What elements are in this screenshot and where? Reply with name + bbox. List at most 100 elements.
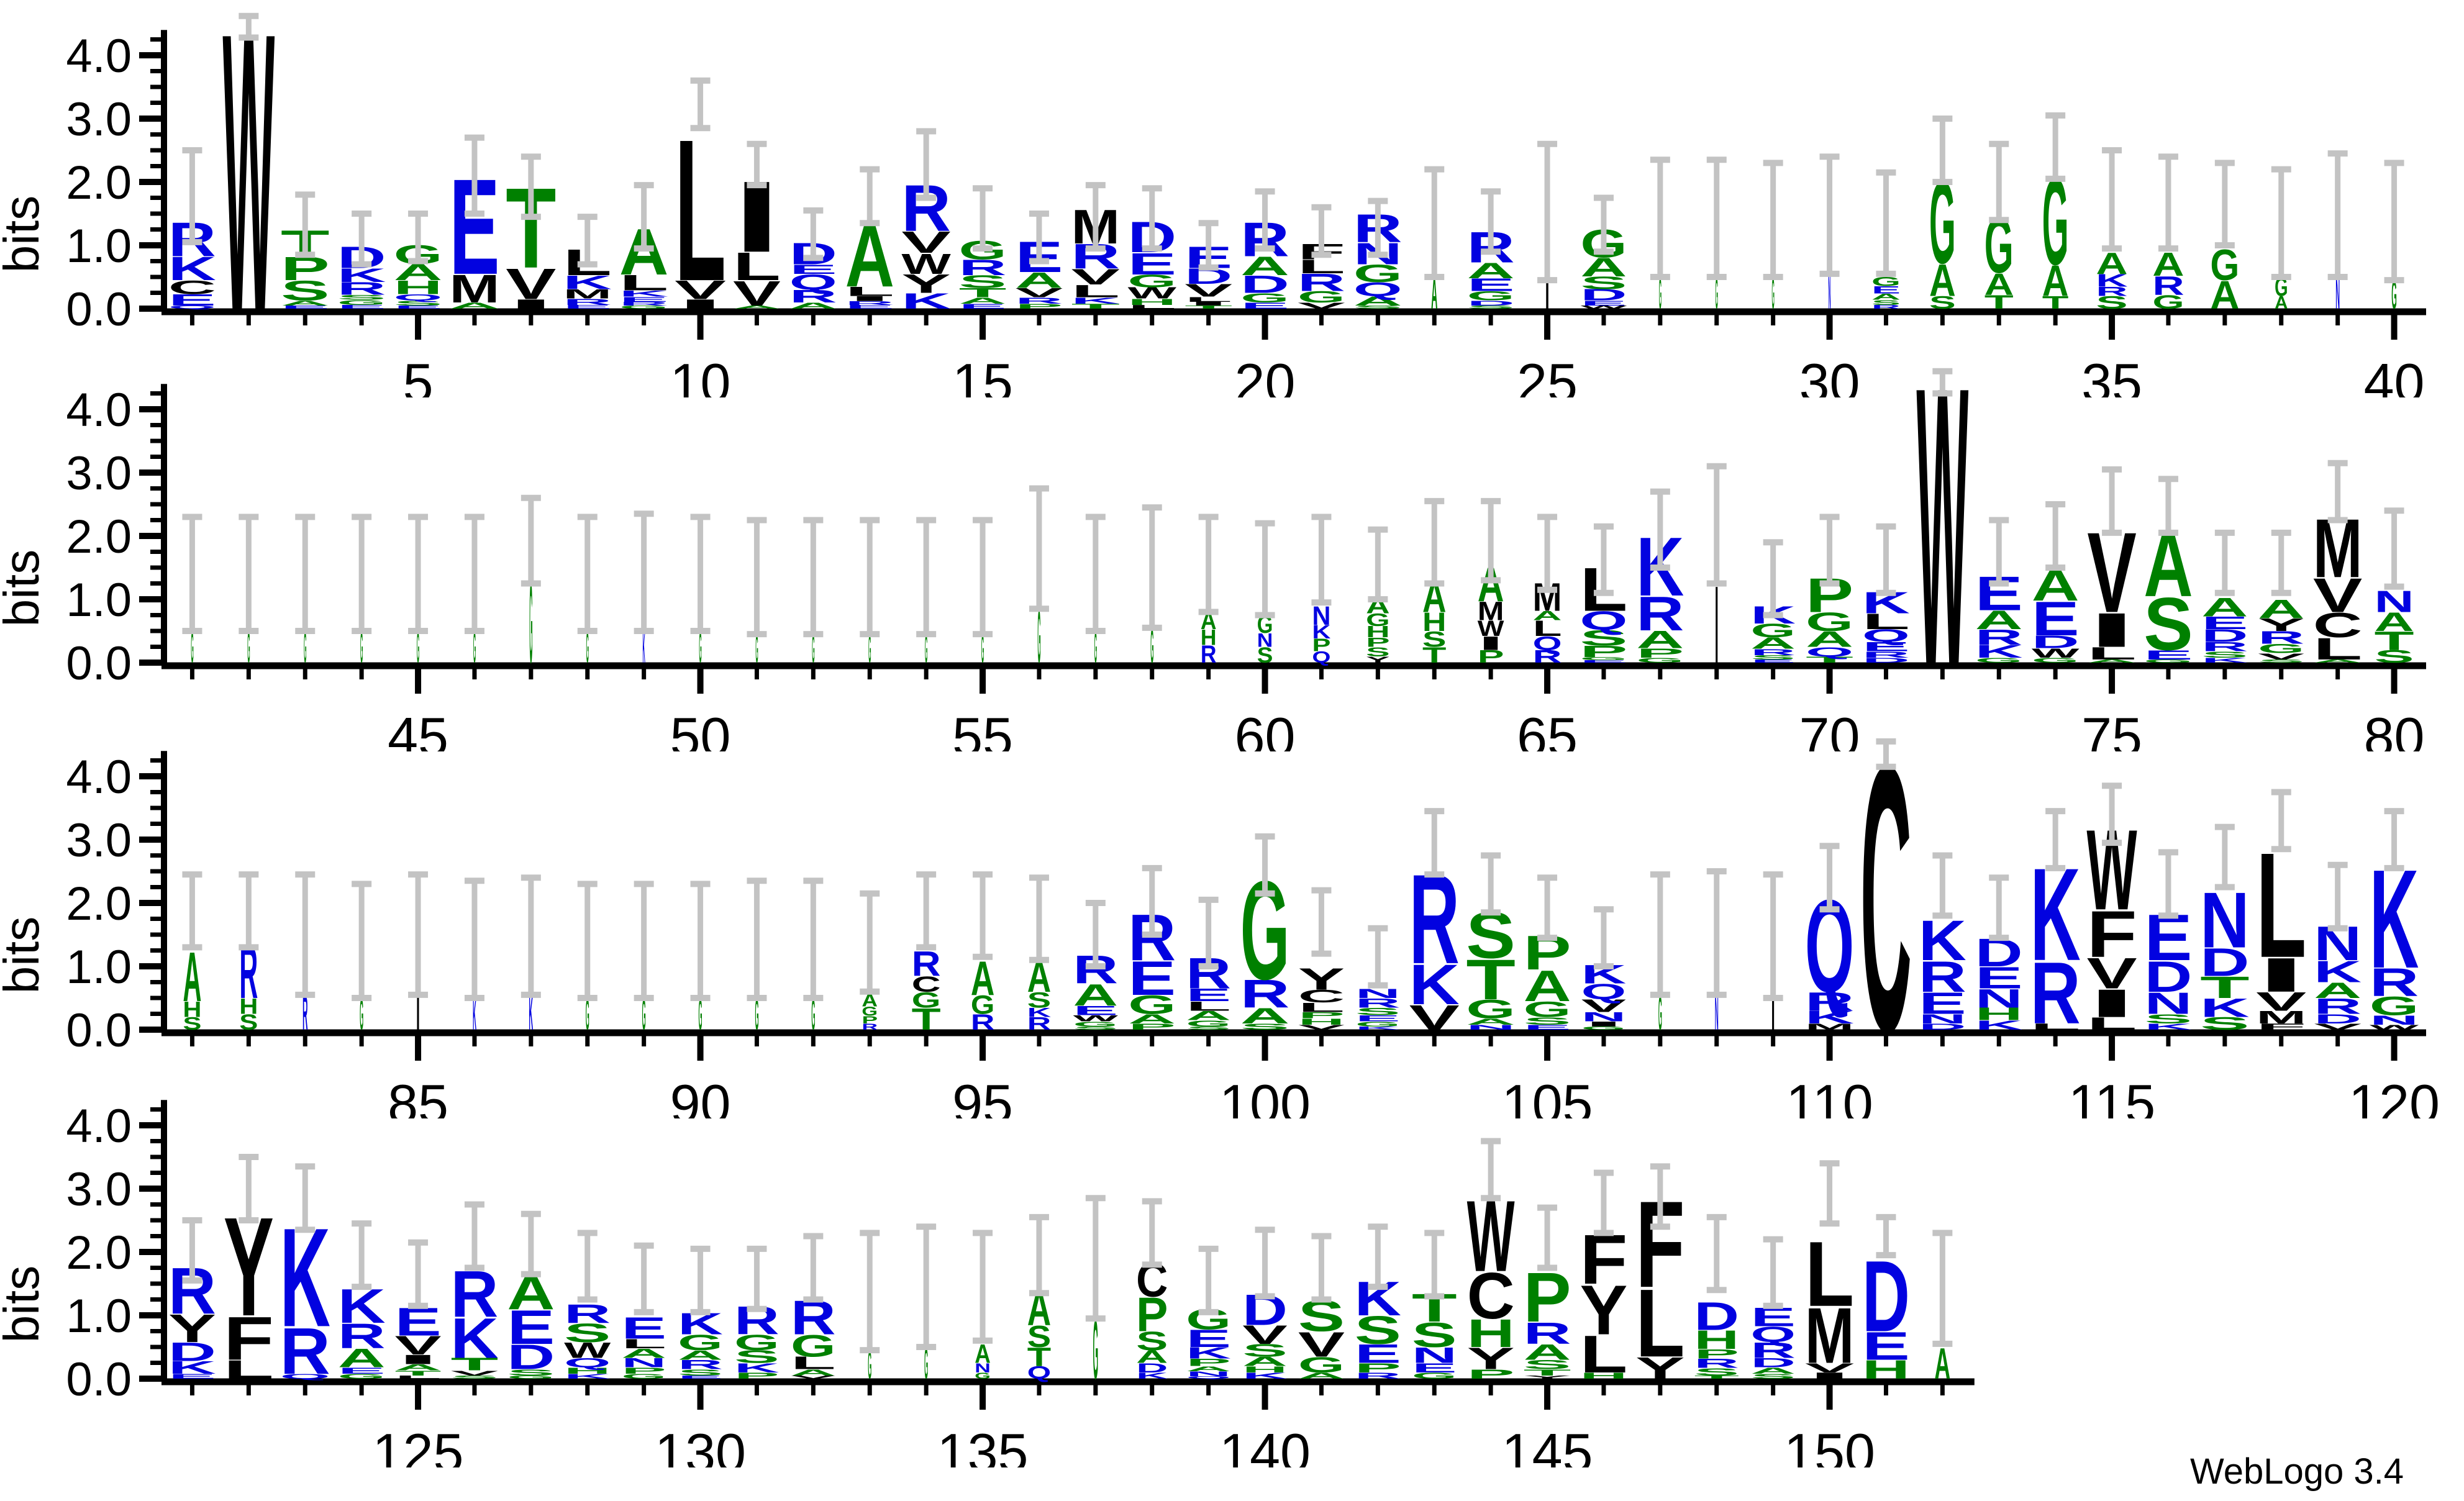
logo-letter-A: A [1580, 253, 1627, 283]
logo-letter-E: E [168, 1372, 216, 1381]
y-tick-label: 2.0 [66, 156, 132, 209]
logo-letter-R: R [2258, 628, 2304, 648]
logo-letter-N: N [2370, 1013, 2419, 1028]
letter-stack-pos-29: G [1772, 270, 1775, 319]
logo-letter-G: G [734, 1330, 780, 1355]
logo-letter-G: G [699, 989, 702, 1039]
letter-stack-pos-109: I [1771, 991, 1775, 1040]
logo-letter-E: E [1580, 660, 1628, 663]
error-bar [634, 510, 654, 634]
logo-letter-K: K [1975, 642, 2023, 661]
logo-letter-Q: Q [1750, 1322, 1796, 1347]
logo-letter-E: E [1862, 639, 1910, 654]
letter-stack-pos-56: G [1037, 596, 1040, 679]
logo-letter-Q: Q [1580, 606, 1628, 635]
logo-letter-K: K [1975, 1018, 2023, 1033]
logo-letter-A: A [2042, 256, 2069, 306]
logo-letter-K: K [337, 265, 386, 286]
logo-letter-N: N [1919, 1012, 1966, 1027]
logo-letter-K: K [1409, 953, 1460, 1017]
logo-letter-Q: Q [168, 305, 216, 310]
logo-letter-K: K [564, 1372, 611, 1381]
error-bar [1819, 1160, 1840, 1227]
logo-letter-E: E [1355, 1340, 1401, 1369]
logo-letter-E: E [2032, 592, 2080, 646]
logo-letter-E: E [2201, 614, 2248, 633]
logo-letter-K: K [168, 1358, 216, 1377]
logo-letter-A: A [1073, 977, 1119, 1012]
y-axis-title: bits [0, 196, 49, 273]
logo-letter-A: A [1466, 1017, 1515, 1027]
logo-letter-D: D [1694, 1294, 1739, 1338]
letter-stack-pos-40: G [2391, 273, 2397, 317]
logo-letter-Y: Y [1635, 1351, 1684, 1385]
logo-letter-V: V [2313, 569, 2362, 623]
error-bar [1481, 852, 1501, 916]
logo-letter-E: E [1186, 985, 1231, 1005]
logo-letter-Y: Y [1467, 1341, 1515, 1376]
logo-letter-R: R [2096, 284, 2127, 299]
logo-letter-K: K [473, 989, 476, 1039]
error-bar [1989, 140, 2009, 224]
logo-letter-G: G [1355, 1020, 1401, 1028]
logo-letter-D: D [1467, 299, 1515, 307]
logo-letter-C: C [168, 276, 216, 298]
logo-letter-K: K [2144, 1022, 2192, 1032]
error-bar [408, 871, 429, 998]
error-bar [1085, 514, 1106, 634]
error-bar [973, 1230, 993, 1344]
logo-letter-I: I [1715, 563, 1719, 686]
x-tick-label: 35 [2081, 352, 2142, 397]
error-bar [690, 514, 711, 634]
logo-letter-G: G [2152, 291, 2184, 313]
letter-stack-pos-87: K [529, 986, 533, 1040]
error-bar [690, 77, 711, 132]
logo-letter-K: K [450, 1307, 498, 1371]
letter-stack-pos-55: G [981, 627, 984, 671]
logo-letter-G: G [529, 559, 532, 687]
error-bar [577, 1230, 598, 1303]
logo-letter-D: D [1862, 656, 1910, 664]
error-bar [1876, 523, 1896, 596]
logo-letter-T: T [394, 1369, 441, 1377]
logo-letter-V: V [1242, 1320, 1288, 1349]
x-tick-label: 75 [2081, 706, 2142, 751]
logo-letter-R: R [1027, 1014, 1051, 1034]
error-bar [916, 1223, 937, 1350]
logo-letter-A: A [2375, 607, 2414, 637]
error-bar [916, 517, 937, 638]
logo-letter-L: L [791, 1353, 836, 1372]
logo-letter-G: G [2032, 656, 2080, 664]
letter-stack-pos-95: RGA [971, 952, 994, 1035]
logo-letter-S: S [451, 1375, 499, 1380]
logo-letter-G: G [1659, 270, 1662, 319]
logo-letter-E: E [1975, 961, 2023, 995]
logo-letter-F: F [2086, 897, 2137, 971]
y-tick-label: 2.0 [66, 877, 132, 930]
logo-letter-A: A [1636, 626, 1684, 653]
logo-letter-A: A [791, 1367, 836, 1377]
logo-letter-G: G [1073, 1020, 1119, 1028]
error-bar [1876, 169, 1896, 277]
logo-letter-G: G [755, 627, 758, 671]
logo-letter-G: G [1186, 1018, 1231, 1028]
logo-letter-A: A [394, 1363, 441, 1372]
logo-letter-A: A [338, 1344, 386, 1373]
logo-letter-G: G [621, 1372, 666, 1381]
logo-letter-G: G [360, 989, 363, 1039]
logo-letter-L: L [1298, 256, 1345, 278]
logo-letter-A: A [971, 952, 994, 1005]
letter-stack-pos-83: R [302, 986, 308, 1040]
logo-letter-G: G [507, 1375, 555, 1380]
logo-letter-L: L [2313, 632, 2362, 666]
logo-letter-G: G [1466, 994, 1515, 1024]
logo-letter-T: T [912, 1002, 941, 1036]
x-tick-label: 140 [1219, 1422, 1311, 1467]
